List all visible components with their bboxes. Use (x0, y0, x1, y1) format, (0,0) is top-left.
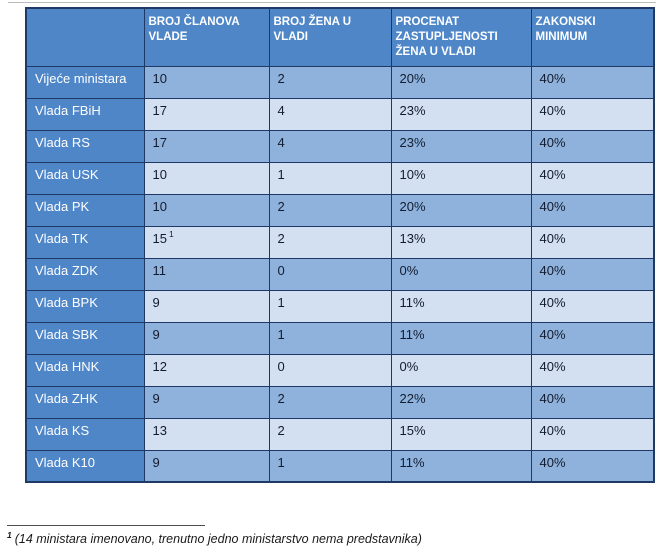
cell-percent: 15% (390, 417, 532, 451)
cell-percent: 10% (390, 161, 532, 195)
footnote-ref: 1 (168, 229, 174, 240)
cell-members: 10 (143, 65, 270, 99)
page-top-rule (8, 2, 656, 3)
cell-members: 11 (143, 257, 270, 291)
footnote-marker: 1 (7, 530, 12, 540)
cell-members: 17 (143, 129, 270, 163)
table-row: Vlada TK 15 1 2 13% 40% (25, 225, 655, 259)
cell-percent: 11% (390, 289, 532, 323)
cell-minimum: 40% (530, 417, 655, 451)
row-label: Vlada TK (25, 225, 145, 259)
table-row: Vlada HNK 12 0 0% 40% (25, 353, 655, 387)
cell-women: 2 (268, 417, 392, 451)
cell-members: 10 (143, 193, 270, 227)
table-row: Vlada RS 17 4 23% 40% (25, 129, 655, 163)
footnote: 1 (14 ministara imenovano, trenutno jedno… (7, 525, 647, 546)
header-cell-percent: PROCENAT ZASTUPLJENOSTI ŽENA U VLADI (390, 7, 532, 67)
cell-members: 17 (143, 97, 270, 131)
row-label: Vlada FBiH (25, 97, 145, 131)
cell-members: 10 (143, 161, 270, 195)
cell-minimum: 40% (530, 161, 655, 195)
cell-minimum: 40% (530, 225, 655, 259)
row-label: Vlada KS (25, 417, 145, 451)
cell-percent: 0% (390, 257, 532, 291)
cell-percent: 23% (390, 97, 532, 131)
row-label: Vijeće ministara (25, 65, 145, 99)
cell-women: 2 (268, 65, 392, 99)
table-row: Vlada K10 9 1 11% 40% (25, 449, 655, 483)
cell-women: 1 (268, 289, 392, 323)
cell-women: 0 (268, 257, 392, 291)
cell-women: 4 (268, 129, 392, 163)
gender-representation-table: BROJ ČLANOVA VLADE BROJ ŽENA U VLADI PRO… (25, 7, 655, 483)
cell-women: 4 (268, 97, 392, 131)
cell-minimum: 40% (530, 449, 655, 483)
row-label: Vlada BPK (25, 289, 145, 323)
cell-minimum: 40% (530, 289, 655, 323)
cell-women: 1 (268, 161, 392, 195)
footnote-text: 1 (14 ministara imenovano, trenutno jedno… (7, 530, 647, 546)
table-row: Vlada USK 10 1 10% 40% (25, 161, 655, 195)
row-label: Vlada ZHK (25, 385, 145, 419)
cell-minimum: 40% (530, 97, 655, 131)
cell-members: 9 (143, 385, 270, 419)
row-label: Vlada HNK (25, 353, 145, 387)
cell-percent: 23% (390, 129, 532, 163)
cell-minimum: 40% (530, 129, 655, 163)
table-row: Vlada ZDK 11 0 0% 40% (25, 257, 655, 291)
cell-percent: 11% (390, 449, 532, 483)
row-label: Vlada ZDK (25, 257, 145, 291)
cell-minimum: 40% (530, 321, 655, 355)
cell-minimum: 40% (530, 257, 655, 291)
cell-members: 9 (143, 289, 270, 323)
cell-percent: 11% (390, 321, 532, 355)
header-cell-members: BROJ ČLANOVA VLADE (143, 7, 270, 67)
cell-members: 13 (143, 417, 270, 451)
cell-percent: 13% (390, 225, 532, 259)
table-body: Vijeće ministara 10 2 20% 40% Vlada FBiH… (25, 65, 655, 483)
row-label: Vlada USK (25, 161, 145, 195)
table-row: Vlada KS 13 2 15% 40% (25, 417, 655, 451)
cell-women: 0 (268, 353, 392, 387)
table-row: Vlada BPK 9 1 11% 40% (25, 289, 655, 323)
table-row: Vijeće ministara 10 2 20% 40% (25, 65, 655, 99)
row-label: Vlada PK (25, 193, 145, 227)
header-cell-blank (25, 7, 145, 67)
header-cell-minimum: ZAKONSKI MINIMUM (530, 7, 655, 67)
cell-members: 9 (143, 321, 270, 355)
table-row: Vlada FBiH 17 4 23% 40% (25, 97, 655, 131)
cell-women: 2 (268, 225, 392, 259)
header-row: BROJ ČLANOVA VLADE BROJ ŽENA U VLADI PRO… (25, 7, 655, 67)
header-cell-women: BROJ ŽENA U VLADI (268, 7, 392, 67)
table-row: Vlada PK 10 2 20% 40% (25, 193, 655, 227)
cell-members: 9 (143, 449, 270, 483)
cell-percent: 22% (390, 385, 532, 419)
table-row: Vlada ZHK 9 2 22% 40% (25, 385, 655, 419)
footnote-body: (14 ministara imenovano, trenutno jedno … (14, 532, 422, 547)
cell-women: 1 (268, 321, 392, 355)
cell-women: 2 (268, 385, 392, 419)
footnote-separator (7, 525, 205, 526)
cell-minimum: 40% (530, 65, 655, 99)
cell-members: 15 1 (143, 225, 270, 259)
table-row: Vlada SBK 9 1 11% 40% (25, 321, 655, 355)
row-label: Vlada K10 (25, 449, 145, 483)
cell-percent: 20% (390, 193, 532, 227)
cell-women: 2 (268, 193, 392, 227)
cell-minimum: 40% (530, 385, 655, 419)
row-label: Vlada RS (25, 129, 145, 163)
cell-minimum: 40% (530, 193, 655, 227)
cell-minimum: 40% (530, 353, 655, 387)
cell-percent: 0% (390, 353, 532, 387)
cell-women: 1 (268, 449, 392, 483)
table-header: BROJ ČLANOVA VLADE BROJ ŽENA U VLADI PRO… (25, 7, 655, 67)
cell-percent: 20% (390, 65, 532, 99)
row-label: Vlada SBK (25, 321, 145, 355)
cell-members: 12 (143, 353, 270, 387)
